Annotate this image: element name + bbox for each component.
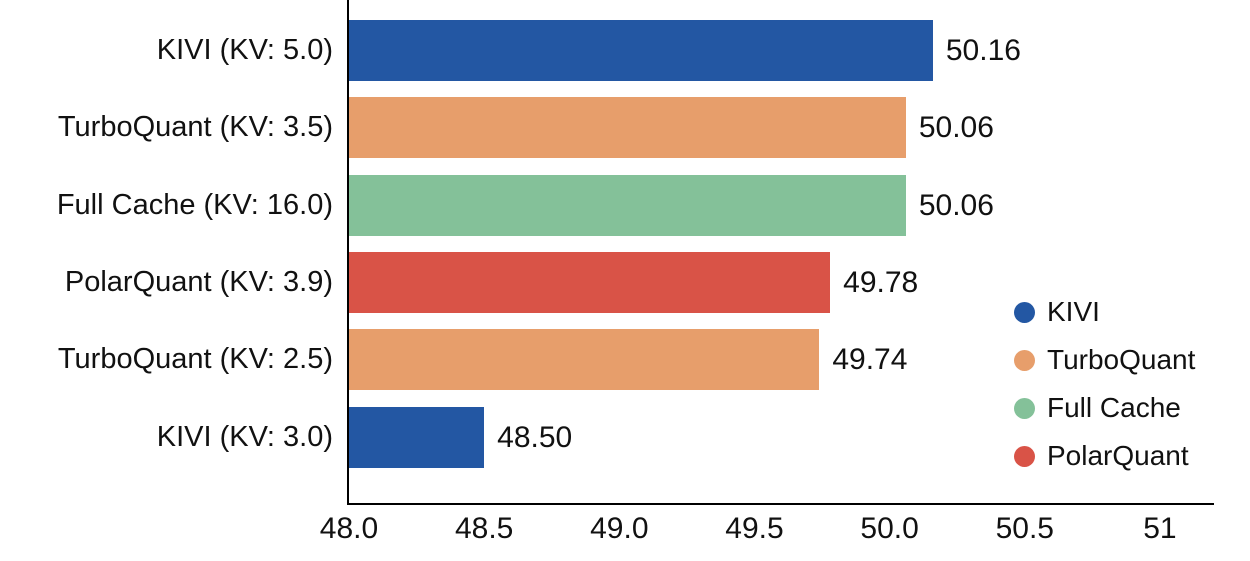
category-label: Full Cache (KV: 16.0) xyxy=(56,188,333,221)
bar xyxy=(349,20,933,81)
bar-value-label: 49.78 xyxy=(843,265,919,299)
legend-marker-full-cache-icon xyxy=(1014,397,1035,419)
legend-marker-kivi-icon xyxy=(1014,301,1035,323)
x-tick-label: 50.5 xyxy=(995,512,1054,545)
category-label: KIVI (KV: 3.0) xyxy=(156,420,333,453)
legend: KIVI TurboQuant Full Cache PolarQuant xyxy=(1014,288,1195,480)
category-label: TurboQuant (KV: 2.5) xyxy=(57,343,333,376)
bar-value-label: 50.06 xyxy=(918,111,994,145)
legend-item: KIVI xyxy=(1014,288,1195,336)
legend-item: Full Cache xyxy=(1014,384,1195,432)
bar-value-label: 49.74 xyxy=(832,343,908,377)
legend-label: PolarQuant xyxy=(1047,440,1189,471)
legend-marker-turboquant-icon xyxy=(1014,349,1035,371)
legend-item: PolarQuant xyxy=(1014,432,1195,480)
x-tick-label: 49.0 xyxy=(590,512,649,545)
bar xyxy=(349,97,906,159)
bar-value-label: 50.16 xyxy=(945,34,1021,67)
legend-label: Full Cache xyxy=(1047,392,1181,423)
bar xyxy=(349,329,820,391)
bar xyxy=(349,406,485,468)
bar-value-label: 48.50 xyxy=(497,420,573,454)
legend-item: TurboQuant xyxy=(1014,336,1195,384)
category-label: KIVI (KV: 5.0) xyxy=(156,34,333,66)
bar xyxy=(349,174,906,236)
plot-area: 50.16 50.06 50.06 49.78 49.74 48.50 xyxy=(347,0,1214,505)
x-tick-label: 48.0 xyxy=(319,512,379,545)
x-tick-label: 51 xyxy=(1143,512,1177,545)
bar xyxy=(349,251,831,313)
legend-marker-polarquant-icon xyxy=(1014,445,1035,467)
x-tick-label: 50.0 xyxy=(860,512,919,545)
x-tick-label: 48.5 xyxy=(454,512,514,545)
category-label: PolarQuant (KV: 3.9) xyxy=(64,265,333,298)
x-tick-label: 49.5 xyxy=(725,512,784,545)
legend-label: KIVI xyxy=(1047,296,1100,327)
category-label: TurboQuant (KV: 3.5) xyxy=(57,111,333,144)
bar-value-label: 50.06 xyxy=(918,188,994,222)
legend-label: TurboQuant xyxy=(1047,344,1196,375)
